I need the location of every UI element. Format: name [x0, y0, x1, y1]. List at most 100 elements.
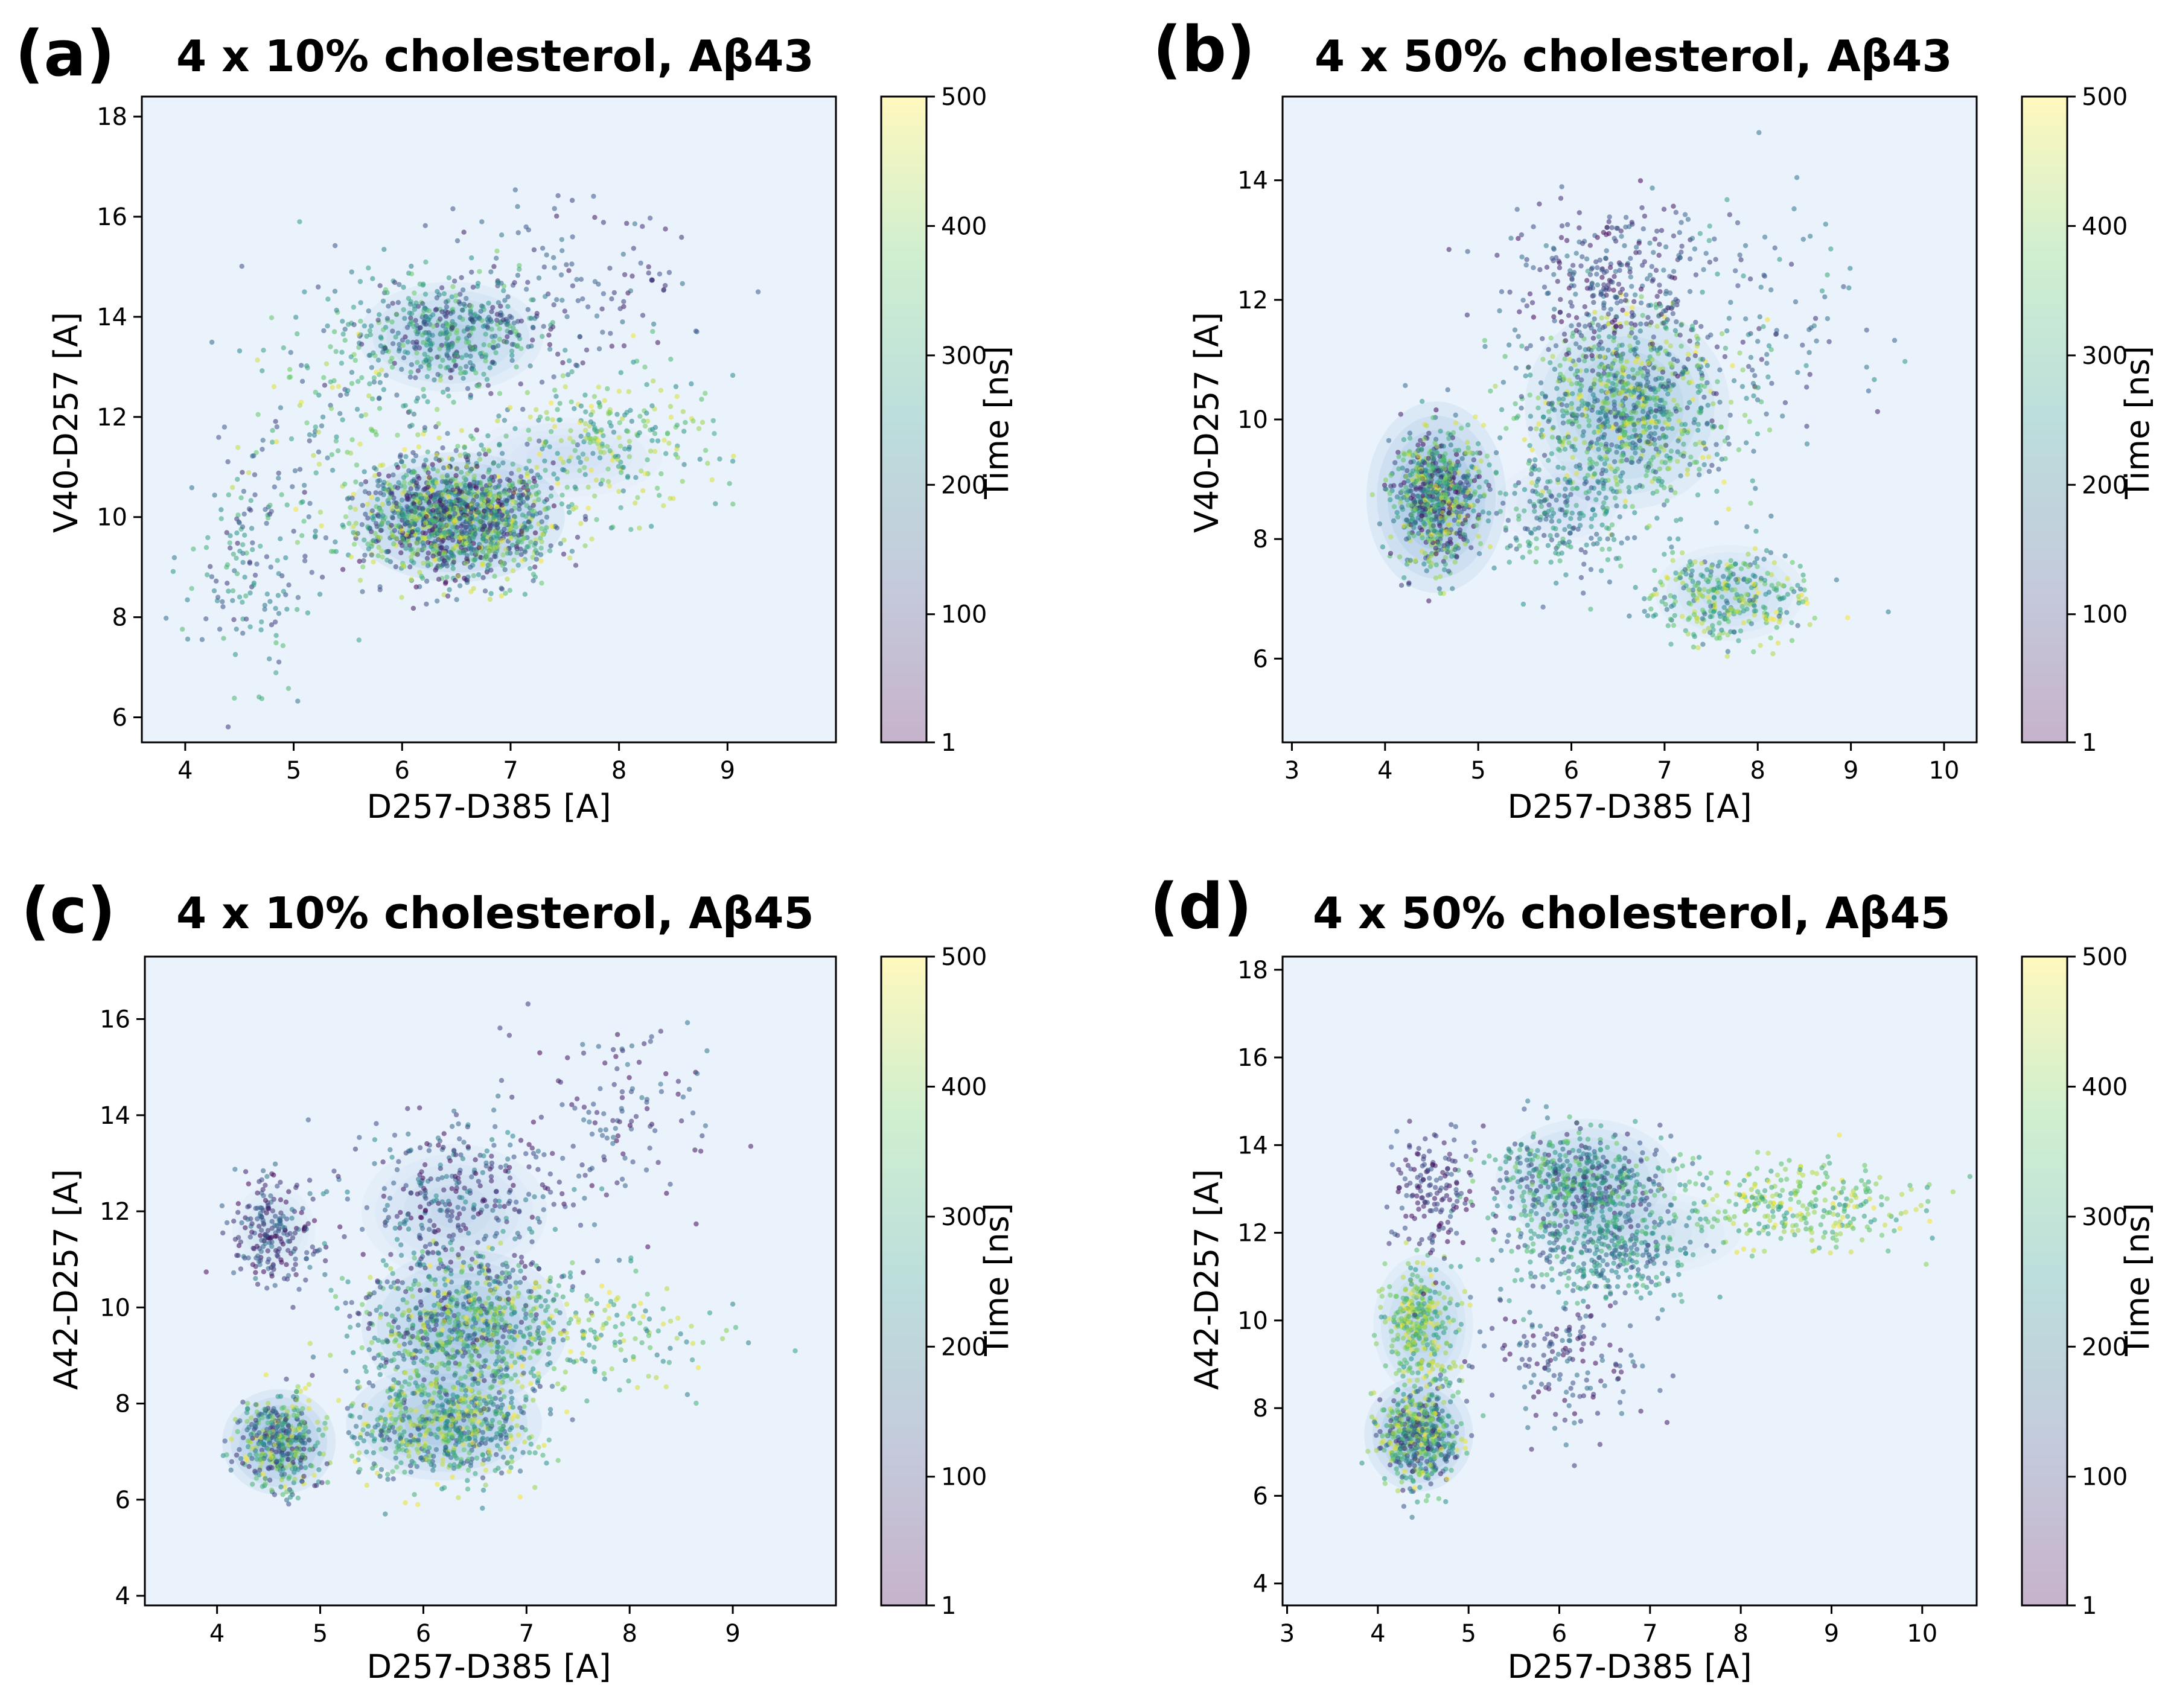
y-tick-label: 10 — [97, 504, 127, 532]
scatter-point — [430, 527, 435, 533]
scatter-point — [1692, 246, 1698, 252]
scatter-point — [1476, 485, 1482, 490]
scatter-point — [242, 575, 247, 580]
scatter-point — [1626, 485, 1631, 490]
scatter-point — [300, 499, 305, 505]
scatter-point — [524, 390, 530, 395]
scatter-point — [234, 571, 240, 576]
scatter-point — [544, 514, 550, 520]
scatter-point — [1812, 615, 1817, 621]
scatter-point — [365, 502, 371, 507]
scatter-point — [1380, 544, 1386, 550]
scatter-point — [1550, 406, 1555, 412]
scatter-point — [464, 553, 470, 558]
scatter-point — [1758, 576, 1764, 581]
scatter-point — [1465, 249, 1470, 254]
scatter-point — [1647, 240, 1653, 246]
scatter-point — [1624, 320, 1630, 326]
scatter-point — [1652, 414, 1658, 419]
scatter-point — [575, 363, 580, 369]
scatter-point — [442, 523, 447, 529]
scatter-point — [1785, 576, 1790, 581]
scatter-point — [1784, 610, 1790, 615]
scatter-point — [228, 533, 233, 538]
scatter-point — [1679, 343, 1684, 349]
scatter-point — [1412, 500, 1418, 505]
scatter-point — [631, 246, 637, 251]
scatter-point — [453, 534, 459, 540]
scatter-point — [1528, 372, 1533, 378]
scatter-point — [492, 474, 497, 479]
scatter-point — [499, 232, 505, 238]
scatter-point — [1407, 430, 1413, 436]
scatter-point — [453, 293, 459, 298]
scatter-point — [1453, 451, 1459, 457]
scatter-point — [340, 417, 345, 422]
scatter-point — [1654, 323, 1660, 329]
scatter-point — [1623, 292, 1629, 298]
scatter-point — [622, 412, 628, 418]
scatter-point — [456, 491, 462, 496]
scatter-point — [377, 514, 383, 519]
scatter-point — [359, 482, 364, 487]
scatter-point — [408, 369, 413, 375]
scatter-point — [484, 377, 490, 382]
scatter-point — [1633, 410, 1639, 415]
scatter-point — [346, 521, 352, 526]
scatter-point — [410, 450, 416, 456]
scatter-point — [1400, 465, 1405, 471]
scatter-point — [258, 627, 264, 633]
scatter-point — [1433, 483, 1438, 489]
scatter-point — [1598, 373, 1604, 379]
scatter-point — [501, 288, 506, 293]
scatter-point — [452, 511, 458, 517]
scatter-point — [1520, 298, 1526, 303]
scatter-point — [436, 537, 441, 543]
scatter-point — [1433, 460, 1438, 466]
scatter-point — [486, 448, 492, 454]
scatter-point — [454, 328, 460, 333]
scatter-point — [531, 572, 537, 577]
scatter-point — [1668, 412, 1674, 417]
scatter-point — [1675, 536, 1681, 542]
scatter-point — [1672, 490, 1678, 496]
scatter-point — [462, 508, 468, 513]
scatter-point — [1700, 454, 1706, 460]
scatter-point — [1676, 418, 1682, 424]
scatter-point — [620, 252, 626, 257]
scatter-point — [1594, 461, 1599, 467]
scatter-point — [470, 284, 476, 290]
scatter-point — [527, 436, 532, 442]
scatter-point — [362, 469, 367, 474]
scatter-point — [1401, 523, 1406, 529]
scatter-point — [457, 503, 462, 508]
scatter-point — [1408, 488, 1414, 494]
scatter-point — [1420, 398, 1425, 404]
scatter-point — [505, 509, 510, 515]
scatter-point — [473, 549, 479, 555]
scatter-point — [479, 494, 485, 500]
scatter-point — [422, 535, 427, 541]
scatter-point — [1633, 442, 1638, 448]
scatter-point — [275, 593, 281, 598]
scatter-point — [1645, 613, 1651, 619]
scatter-point — [1577, 345, 1583, 350]
scatter-point — [1717, 367, 1723, 372]
scatter-point — [1703, 250, 1709, 256]
scatter-point — [560, 298, 565, 303]
scatter-point — [483, 358, 488, 364]
scatter-point — [580, 451, 586, 457]
scatter-point — [620, 319, 625, 325]
scatter-point — [378, 367, 384, 373]
scatter-point — [1462, 476, 1467, 481]
scatter-point — [509, 543, 515, 548]
scatter-point — [493, 333, 498, 339]
scatter-point — [1452, 517, 1457, 523]
scatter-point — [1445, 529, 1450, 534]
scatter-point — [429, 544, 434, 549]
scatter-point — [628, 527, 634, 532]
scatter-point — [1609, 442, 1615, 448]
scatter-point — [461, 328, 467, 334]
scatter-point — [1607, 265, 1613, 270]
scatter-point — [1639, 360, 1645, 366]
